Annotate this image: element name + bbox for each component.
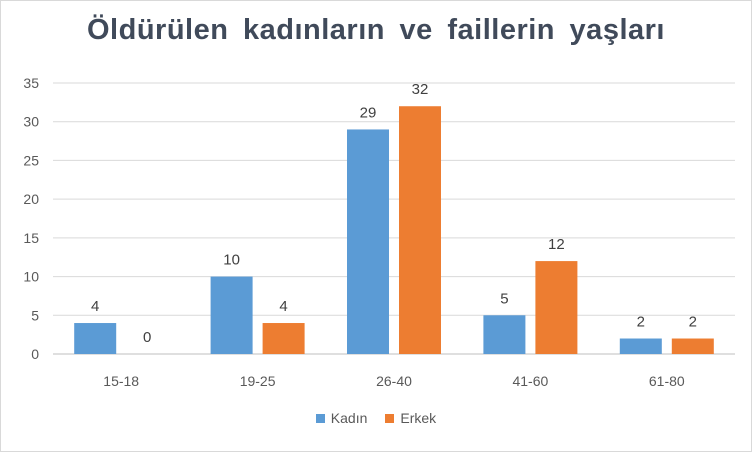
x-tick-label: 41-60 (512, 373, 548, 389)
data-label: 2 (689, 314, 697, 331)
bar-erkek-61-80 (671, 338, 714, 354)
x-tick-label: 61-80 (649, 373, 685, 389)
bar-kadn-41-60 (483, 315, 526, 354)
data-label: 2 (637, 314, 645, 331)
bar-erkek-41-60 (535, 261, 578, 354)
data-label: 0 (143, 329, 151, 346)
y-tick-label: 0 (31, 346, 39, 362)
y-tick-label: 25 (23, 152, 39, 168)
data-label: 32 (412, 81, 429, 98)
chart-title: Öldürülen kadınların ve faillerin yaşlar… (87, 14, 665, 46)
data-label: 10 (223, 252, 240, 269)
x-tick-label: 26-40 (376, 373, 412, 389)
bar-erkek-19-25 (262, 323, 305, 354)
legend-swatch-kadin (315, 413, 325, 423)
bar-kadn-26-40 (347, 129, 389, 354)
y-tick-label: 30 (23, 114, 39, 130)
data-label: 12 (548, 236, 565, 253)
x-tick-label: 19-25 (240, 373, 276, 389)
legend-label-kadin: Kadın (330, 410, 368, 426)
data-label: 29 (360, 104, 377, 121)
bar-erkek-26-40 (399, 106, 441, 354)
legend-item-erkek[interactable]: Erkek (385, 410, 436, 426)
data-label: 4 (279, 298, 287, 315)
data-label: 5 (500, 290, 508, 307)
legend-label-erkek: Erkek (400, 410, 437, 426)
y-tick-label: 20 (23, 191, 39, 207)
legend-item-kadin[interactable]: Kadın (315, 410, 368, 426)
y-tick-label: 5 (31, 307, 39, 323)
bar-kadn-15-18 (74, 323, 117, 354)
data-label: 4 (91, 298, 99, 315)
bar-kadn-61-80 (619, 338, 662, 354)
legend-swatch-erkek (385, 413, 395, 423)
x-tick-label: 15-18 (103, 373, 139, 389)
y-tick-label: 10 (23, 269, 39, 285)
y-tick-label: 35 (23, 75, 39, 91)
bar-kadn-19-25 (210, 276, 253, 354)
y-tick-label: 15 (23, 230, 39, 246)
chart-legend: Kadın Erkek (0, 410, 752, 426)
